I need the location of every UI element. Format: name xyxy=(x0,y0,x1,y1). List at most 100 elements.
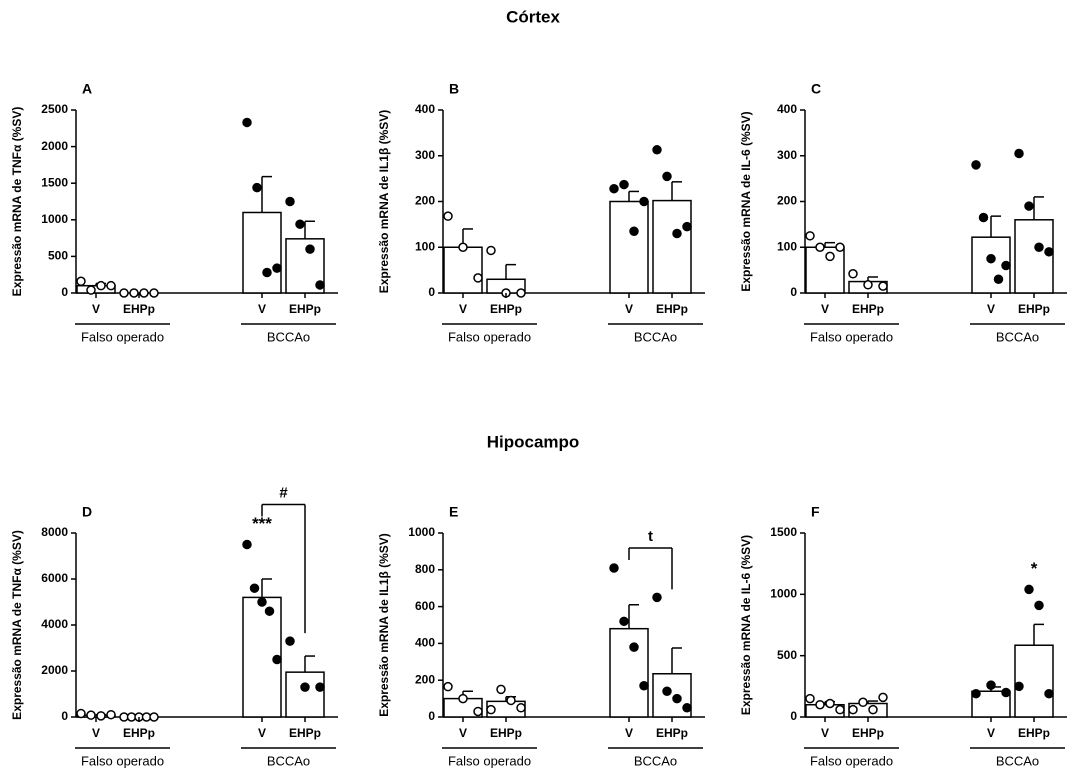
data-point xyxy=(149,712,159,722)
data-point xyxy=(619,616,629,627)
x-tick-label: V xyxy=(625,302,633,316)
x-tick-label: EHPp xyxy=(1018,302,1050,316)
data-point xyxy=(473,273,483,283)
data-point xyxy=(249,583,260,593)
y-tick-label: 1000 xyxy=(770,587,797,601)
data-point xyxy=(1001,687,1011,698)
y-tick-label: 500 xyxy=(48,249,68,263)
data-point xyxy=(815,242,825,252)
data-point xyxy=(486,245,496,256)
x-tick-label: V xyxy=(625,726,633,740)
panel-label: E xyxy=(449,504,458,520)
data-point xyxy=(242,539,252,550)
x-tick-label: V xyxy=(258,726,266,740)
bar xyxy=(609,200,649,294)
data-point xyxy=(443,211,453,221)
y-tick-label: 200 xyxy=(777,194,797,208)
data-point xyxy=(76,276,86,287)
x-tick-label: EHPp xyxy=(852,302,884,316)
data-point xyxy=(1024,584,1034,595)
y-axis-label: Expressão mRNA de IL-6 (%SV) xyxy=(739,111,753,291)
data-point xyxy=(978,212,989,223)
data-point xyxy=(285,636,295,646)
group-label: BCCAo xyxy=(634,753,677,768)
data-point xyxy=(458,693,468,704)
data-point xyxy=(835,242,845,252)
data-point xyxy=(652,592,662,603)
x-tick-label: EHPp xyxy=(123,726,155,740)
data-point xyxy=(315,280,325,290)
y-tick-label: 2000 xyxy=(41,139,68,153)
bracket-label: t xyxy=(648,528,653,545)
x-tick-label: EHPp xyxy=(656,302,688,316)
data-point xyxy=(993,274,1004,285)
y-tick-label: 100 xyxy=(415,239,435,253)
x-tick-label: V xyxy=(987,302,995,316)
data-point xyxy=(971,688,981,699)
y-tick-label: 300 xyxy=(415,148,435,162)
data-point xyxy=(609,183,619,194)
y-tick-label: 1500 xyxy=(41,175,68,189)
data-point xyxy=(682,221,692,232)
y-tick-label: 4000 xyxy=(41,617,68,631)
data-point xyxy=(1044,688,1054,699)
data-point xyxy=(672,693,682,704)
data-point xyxy=(473,706,483,717)
group-label: Falso operado xyxy=(81,753,164,768)
data-point xyxy=(672,228,682,239)
data-point xyxy=(868,704,878,715)
y-tick-label: 1500 xyxy=(770,525,797,539)
data-point xyxy=(805,693,815,704)
data-point xyxy=(1014,681,1024,692)
data-point xyxy=(516,288,526,298)
x-tick-label: V xyxy=(459,302,467,316)
data-point xyxy=(264,606,275,616)
x-tick-label: EHPp xyxy=(852,726,884,740)
y-tick-label: 500 xyxy=(777,648,797,662)
data-point xyxy=(639,196,649,207)
x-tick-label: EHPp xyxy=(490,726,522,740)
data-point xyxy=(848,704,858,715)
bracket-label: # xyxy=(279,484,288,501)
data-point xyxy=(106,280,116,291)
data-point xyxy=(986,253,996,264)
y-tick-label: 0 xyxy=(61,285,68,299)
y-tick-label: 0 xyxy=(790,285,797,299)
data-point xyxy=(76,708,86,719)
data-point xyxy=(863,280,873,290)
y-tick-label: 2000 xyxy=(41,663,68,677)
y-tick-label: 0 xyxy=(790,709,797,723)
bar xyxy=(609,627,649,718)
y-tick-label: 2500 xyxy=(41,102,68,116)
data-point xyxy=(96,280,106,291)
data-point xyxy=(300,682,310,692)
data-point xyxy=(682,703,692,713)
data-point xyxy=(106,709,116,720)
group-label: BCCAo xyxy=(996,753,1039,768)
x-tick-label: EHPp xyxy=(1018,726,1050,740)
data-point xyxy=(139,288,149,298)
data-point xyxy=(639,680,649,691)
data-point xyxy=(1014,148,1024,159)
bar xyxy=(652,199,692,294)
y-tick-label: 6000 xyxy=(41,571,68,585)
y-axis-label: Expressão mRNA de TNFα (%SV) xyxy=(10,107,24,297)
y-tick-label: 1000 xyxy=(41,212,68,226)
data-point xyxy=(262,267,272,278)
data-point xyxy=(825,251,835,262)
data-point xyxy=(257,597,267,607)
data-point xyxy=(858,697,868,708)
data-point xyxy=(1034,600,1044,611)
data-point xyxy=(986,680,996,690)
x-tick-label: V xyxy=(987,726,995,740)
x-tick-label: EHPp xyxy=(490,302,522,316)
y-tick-label: 0 xyxy=(428,285,435,299)
data-point xyxy=(295,219,305,229)
group-label: Falso operado xyxy=(81,329,164,344)
y-tick-label: 400 xyxy=(777,102,797,116)
y-axis-label: Expressão mRNA de TNFα (%SV) xyxy=(10,530,24,720)
bar xyxy=(285,671,325,718)
bar xyxy=(443,246,483,294)
group-label: Falso operado xyxy=(448,329,531,344)
